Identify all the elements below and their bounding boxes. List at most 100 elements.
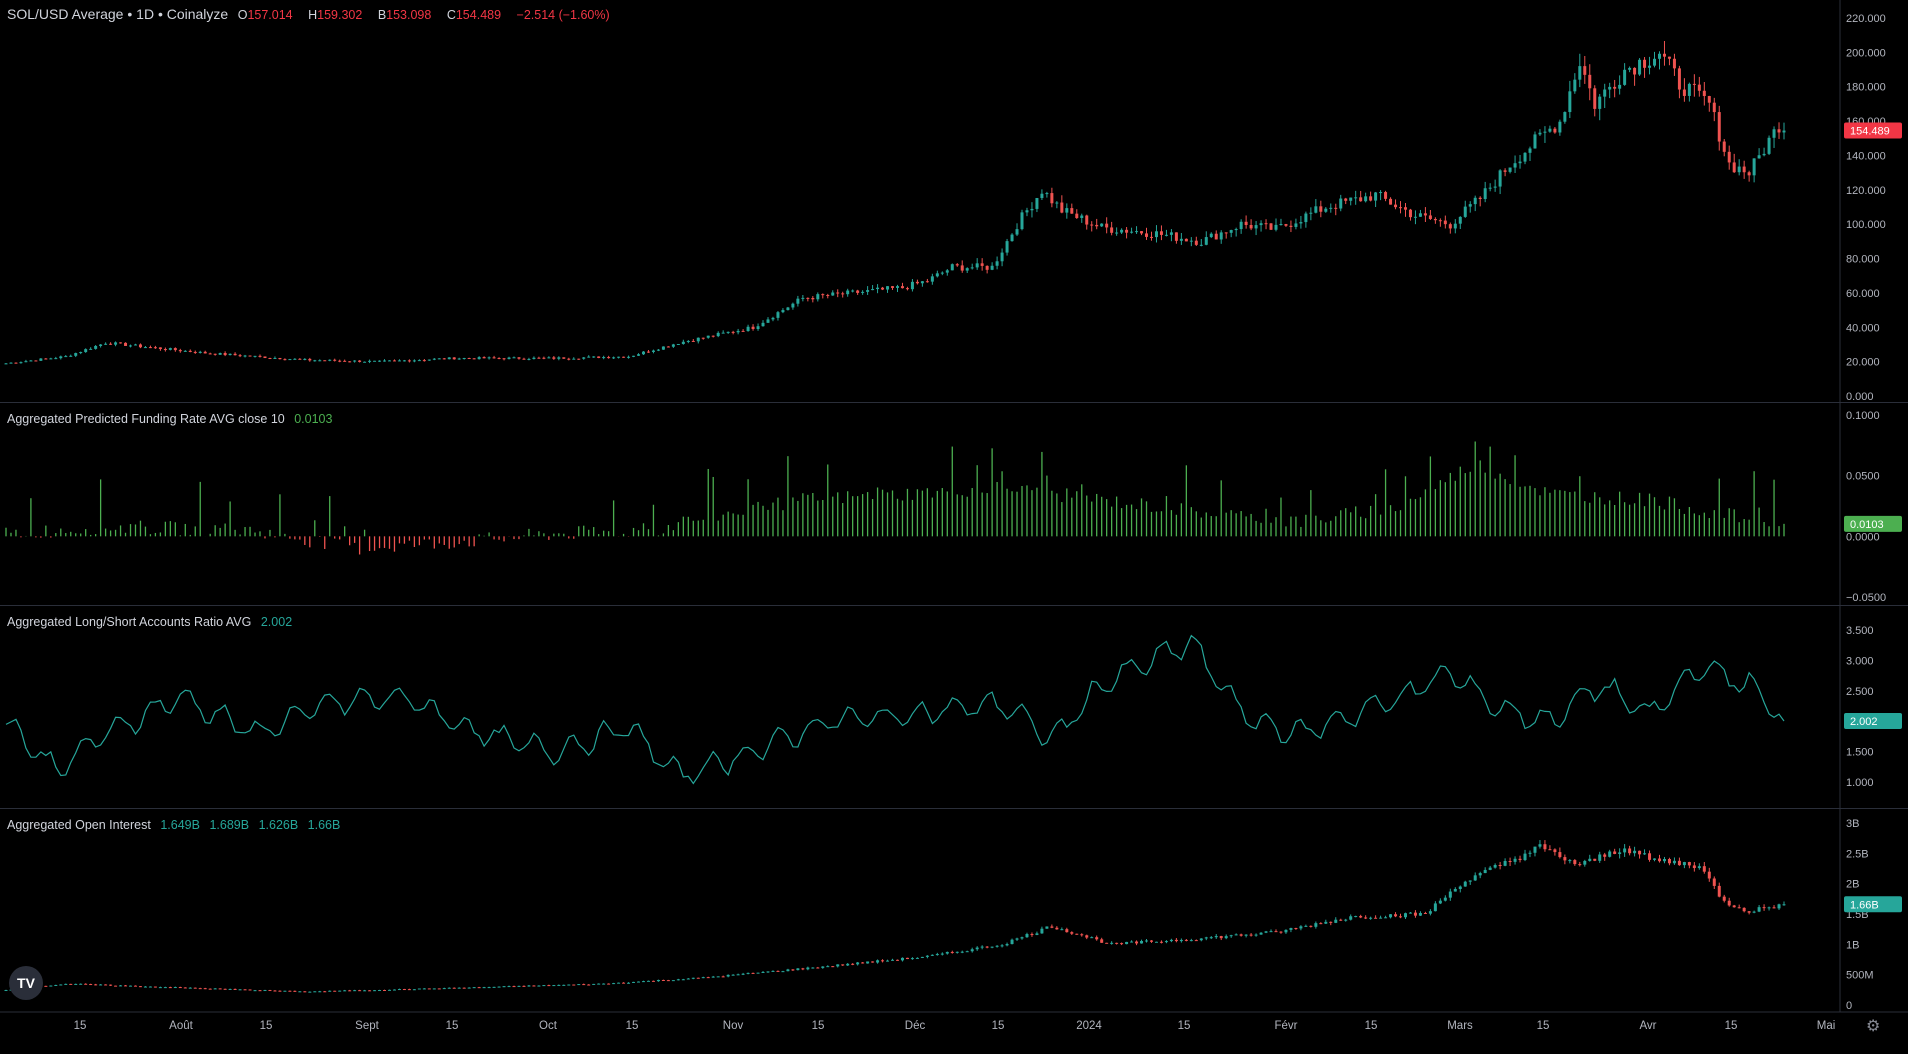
price-candle bbox=[119, 342, 123, 344]
oi-candle bbox=[238, 989, 242, 991]
price-candle bbox=[831, 292, 835, 296]
symbol-title: SOL/USD Average • 1D • Coinalyze bbox=[7, 6, 229, 22]
oi-candle bbox=[1682, 862, 1686, 866]
oi-candle bbox=[706, 977, 710, 979]
oi-candle bbox=[552, 985, 556, 987]
price-candle bbox=[1135, 231, 1139, 233]
oi-candle bbox=[1722, 896, 1726, 901]
oi-candle bbox=[148, 986, 152, 988]
gear-icon[interactable]: ⚙ bbox=[1866, 1018, 1881, 1035]
price-candle bbox=[1687, 83, 1691, 96]
oi-candle bbox=[661, 979, 665, 981]
oi-candle bbox=[637, 981, 641, 983]
price-candle bbox=[29, 360, 33, 362]
oi-candle bbox=[980, 946, 984, 948]
oi-candle bbox=[915, 957, 919, 959]
oi-candle bbox=[378, 990, 382, 992]
price-candle bbox=[1643, 59, 1647, 68]
oi-candle bbox=[1518, 858, 1522, 861]
price-candle bbox=[552, 357, 556, 359]
price-candle bbox=[487, 357, 491, 359]
price-candle bbox=[138, 344, 142, 348]
price-candle bbox=[866, 290, 870, 292]
price-candle bbox=[114, 342, 118, 345]
oi-candle bbox=[1638, 850, 1642, 855]
oi-candle bbox=[1712, 878, 1716, 886]
price-candle bbox=[442, 358, 446, 360]
oi-candle bbox=[188, 987, 192, 989]
price-candle bbox=[671, 344, 675, 347]
price-candle bbox=[776, 312, 780, 318]
price-candle bbox=[846, 290, 850, 295]
price-candle bbox=[587, 356, 591, 358]
oi-candle bbox=[1608, 851, 1612, 857]
price-candle bbox=[691, 340, 695, 342]
oi-candle bbox=[417, 988, 421, 990]
oi-candle bbox=[821, 966, 825, 968]
price-tick-label: 120.000 bbox=[1846, 185, 1886, 197]
time-tick-label: 2024 bbox=[1076, 1020, 1102, 1032]
oi-candle bbox=[527, 985, 531, 987]
price-candle bbox=[1613, 86, 1617, 89]
price-candle bbox=[84, 349, 88, 353]
price-candle bbox=[467, 358, 471, 360]
price-candle bbox=[1020, 212, 1024, 230]
oi-candle bbox=[1702, 866, 1706, 872]
oi-candle bbox=[641, 981, 645, 983]
oi-candle bbox=[1563, 857, 1567, 861]
price-candle bbox=[373, 360, 377, 362]
price-tick-label: 1B bbox=[1846, 939, 1859, 951]
oi-candle bbox=[1269, 931, 1273, 933]
oi-candle bbox=[1737, 907, 1741, 909]
price-candle bbox=[1428, 215, 1432, 219]
price-candle bbox=[1130, 231, 1134, 233]
price-candle bbox=[871, 289, 875, 291]
oi-candle bbox=[79, 983, 83, 985]
oi-candle bbox=[851, 963, 855, 965]
price-candle bbox=[582, 357, 586, 359]
time-tick-label: 15 bbox=[626, 1020, 639, 1032]
price-candle bbox=[173, 348, 177, 351]
time-tick-label: Avr bbox=[1639, 1020, 1656, 1032]
price-candle bbox=[696, 337, 700, 342]
oi-candle bbox=[1224, 936, 1228, 939]
price-candle bbox=[1503, 170, 1507, 172]
oi-candle bbox=[691, 977, 695, 979]
price-candle bbox=[54, 358, 58, 360]
price-candle bbox=[268, 358, 272, 360]
tradingview-logo[interactable]: TV bbox=[9, 966, 43, 1000]
oi-candle bbox=[477, 987, 481, 989]
price-candle bbox=[44, 358, 48, 360]
price-candle bbox=[1742, 166, 1746, 173]
oi-candle bbox=[1065, 929, 1069, 933]
price-tick-label: 0.0000 bbox=[1846, 531, 1880, 543]
price-candle bbox=[1558, 121, 1562, 133]
oi-candle bbox=[856, 962, 860, 965]
oi-candle bbox=[198, 988, 202, 990]
price-candle bbox=[412, 360, 416, 362]
oi-candle bbox=[253, 990, 257, 992]
price-candle bbox=[1568, 91, 1572, 113]
oi-candle bbox=[1070, 932, 1074, 934]
price-candle bbox=[617, 356, 621, 358]
oi-candle bbox=[1633, 850, 1637, 854]
price-candle bbox=[1712, 102, 1716, 113]
oi-candle bbox=[1478, 873, 1482, 876]
price-candle bbox=[910, 281, 914, 290]
price-candle bbox=[761, 322, 765, 327]
price-candle bbox=[1319, 206, 1323, 212]
oi-candle bbox=[1159, 941, 1163, 943]
price-candle bbox=[1707, 96, 1711, 103]
price-candle bbox=[597, 356, 601, 358]
price-candle bbox=[1040, 193, 1044, 199]
price-candle bbox=[1403, 207, 1407, 210]
oi-candle bbox=[482, 987, 486, 989]
price-candle bbox=[39, 358, 43, 361]
price-tick-label: 100.000 bbox=[1846, 219, 1886, 231]
oi-candle bbox=[816, 967, 820, 969]
time-tick-label: Déc bbox=[905, 1020, 926, 1032]
price-candle bbox=[1294, 223, 1298, 227]
oi-candle bbox=[1493, 864, 1497, 868]
oi-candle bbox=[387, 989, 391, 991]
